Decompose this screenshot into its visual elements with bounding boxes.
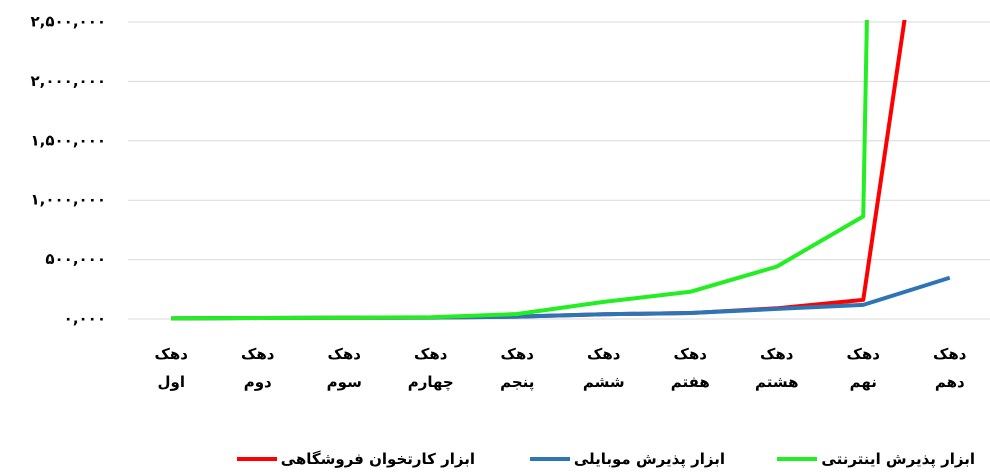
legend-swatch bbox=[777, 457, 818, 461]
x-tick-label: دهک هفتم bbox=[670, 345, 710, 391]
x-tick-label: دهک دوم bbox=[241, 345, 275, 391]
legend-swatch bbox=[236, 457, 277, 461]
x-tick-label: دهک چهارم bbox=[407, 345, 454, 391]
y-tick-label: ۲,۰۰۰,۰۰۰ bbox=[31, 72, 106, 90]
series-line bbox=[171, 20, 869, 321]
legend-label: ابزار پذیرش اینترنتی bbox=[821, 450, 975, 468]
series-line bbox=[171, 275, 951, 321]
legend-item: ابزار پذیرش موبایلی bbox=[529, 450, 725, 468]
x-tick-label: دهک سوم bbox=[326, 345, 362, 391]
x-tick-label: دهک هشتم bbox=[754, 345, 799, 391]
legend-swatch bbox=[529, 457, 570, 461]
x-tick-label: دهک پنجم bbox=[500, 345, 535, 391]
y-tick-label: ۰,۰۰۰ bbox=[64, 310, 106, 328]
x-tick-label: دهک ششم bbox=[582, 345, 625, 391]
legend-label: ابزار پذیرش موبایلی bbox=[573, 450, 725, 468]
legend-label: ابزار کارتخوان فروشگاهی bbox=[280, 450, 475, 468]
legend-item: ابزار پذیرش اینترنتی bbox=[777, 450, 975, 468]
series-line bbox=[171, 20, 907, 321]
y-tick-label: ۱,۰۰۰,۰۰۰ bbox=[31, 191, 106, 209]
y-tick-label: ۱,۵۰۰,۰۰۰ bbox=[31, 131, 106, 149]
y-tick-label: ۵۰۰,۰۰۰ bbox=[45, 250, 106, 268]
legend-item: ابزار کارتخوان فروشگاهی bbox=[236, 450, 475, 468]
y-tick-label: ۲,۵۰۰,۰۰۰ bbox=[31, 13, 106, 31]
x-tick-label: دهک دهم bbox=[933, 345, 967, 391]
x-tick-label: دهک نهم bbox=[846, 345, 880, 391]
x-tick-label: دهک اول bbox=[154, 345, 188, 391]
